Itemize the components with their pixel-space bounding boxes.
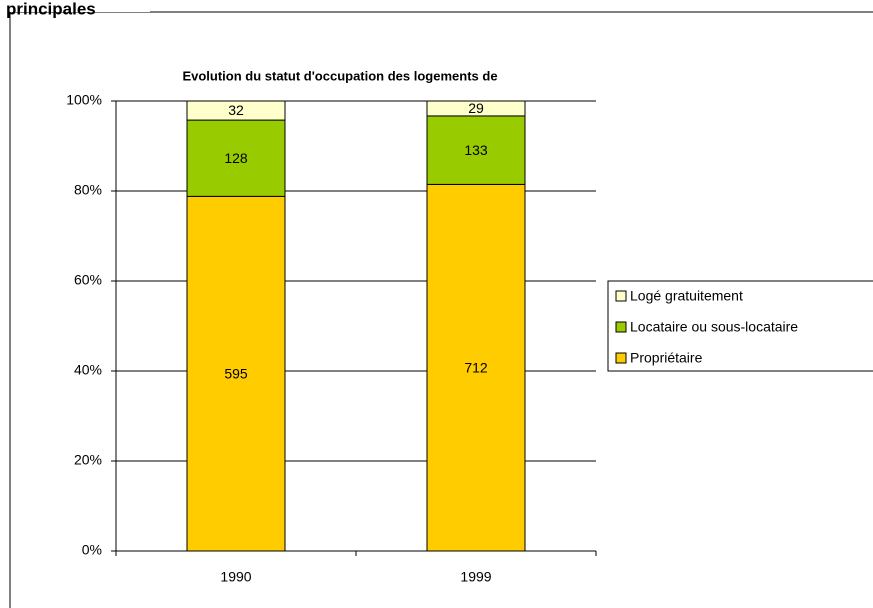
legend-swatch (615, 352, 627, 364)
y-tick-label: 0% (82, 542, 102, 558)
legend-swatch (615, 290, 627, 302)
x-tick-label: 1990 (220, 569, 251, 585)
y-tick-label: 80% (74, 182, 102, 198)
y-tick-label: 40% (74, 362, 102, 378)
heading: principales (6, 0, 96, 18)
legend-label: Logé gratuitement (630, 288, 743, 304)
data-label: 712 (464, 359, 488, 375)
bar-segment (426, 115, 526, 185)
data-label: 595 (224, 365, 248, 381)
bar-segment (426, 183, 526, 552)
legend-label: Propriétaire (630, 350, 703, 366)
legend-box (607, 280, 873, 372)
bar-segment (186, 100, 286, 121)
data-label: 128 (224, 150, 248, 166)
heading-bg (0, 0, 150, 12)
bar-segment (186, 195, 286, 552)
data-label: 133 (464, 142, 488, 158)
bar-segment (426, 100, 526, 117)
y-tick-label: 100% (66, 92, 102, 108)
y-tick-label: 20% (74, 452, 102, 468)
data-label: 32 (228, 102, 244, 118)
legend-label: Locataire ou sous-locataire (630, 319, 798, 335)
y-tick-label: 60% (74, 272, 102, 288)
data-label: 29 (468, 100, 484, 116)
chart-title: Evolution du statut d'occupation des log… (182, 68, 497, 83)
x-tick-label: 1999 (460, 569, 491, 585)
legend-swatch (615, 321, 627, 333)
bar-segment (186, 119, 286, 197)
